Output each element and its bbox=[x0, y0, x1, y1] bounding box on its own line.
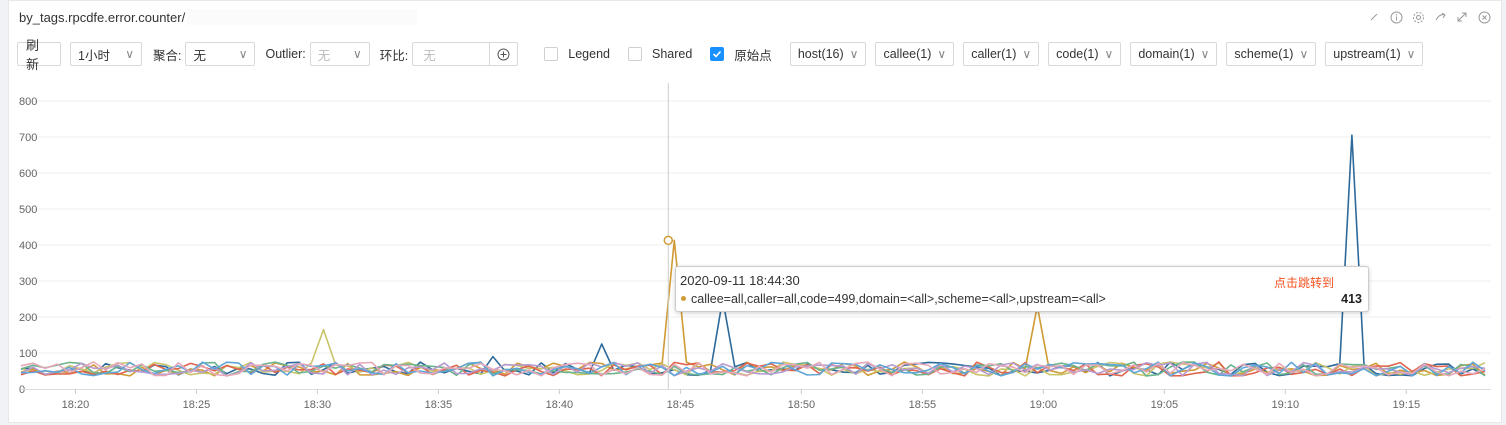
jump-to-link[interactable]: 点击跳转到 bbox=[1273, 276, 1334, 290]
chevron-down-icon: ∨ bbox=[849, 47, 859, 61]
tag-filter-label: upstream(1) bbox=[1333, 47, 1401, 61]
outlier-select[interactable]: 无 ∨ bbox=[309, 42, 370, 66]
y-tick-label: 200 bbox=[19, 312, 37, 324]
x-tick-label: 18:45 bbox=[667, 399, 695, 411]
aggregate-select[interactable]: 无 ∨ bbox=[185, 42, 256, 66]
chevron-down-icon: ∨ bbox=[125, 47, 134, 61]
y-tick-label: 400 bbox=[19, 240, 37, 252]
raw-points-label: 原始点 bbox=[734, 48, 772, 63]
x-tick-label: 19:05 bbox=[1151, 399, 1179, 411]
chart-panel: by_tags.rpcdfe.error.counter/ 刷 新 bbox=[8, 0, 1502, 423]
chevron-down-icon: ∨ bbox=[1022, 47, 1032, 61]
chevron-down-icon: ∨ bbox=[1200, 47, 1210, 61]
compare-label: 环比: bbox=[379, 48, 409, 63]
panel-title: by_tags.rpcdfe.error.counter/ bbox=[19, 10, 186, 25]
info-icon[interactable] bbox=[1389, 10, 1403, 24]
tag-filter-host[interactable]: host(16) ∨ bbox=[789, 42, 867, 66]
close-icon[interactable] bbox=[1477, 10, 1491, 24]
tag-filter-label: caller(1) bbox=[971, 47, 1017, 61]
share-icon[interactable] bbox=[1433, 10, 1447, 24]
y-tick-label: 700 bbox=[19, 132, 37, 144]
panel-header: by_tags.rpcdfe.error.counter/ bbox=[9, 1, 1501, 33]
legend-checkbox[interactable] bbox=[544, 47, 559, 61]
legend-label: Legend bbox=[568, 47, 610, 61]
panel-actions bbox=[1367, 9, 1491, 25]
checkmark-icon bbox=[713, 50, 722, 58]
tooltip-series-name: callee=all,caller=all,code=499,domain=<a… bbox=[691, 292, 1106, 306]
chart-tooltip[interactable]: 2020-09-11 18:44:30 点击跳转到 callee=all,cal… bbox=[675, 266, 1369, 312]
series-line bbox=[20, 361, 1486, 377]
x-tick-label: 19:10 bbox=[1272, 399, 1300, 411]
chevron-down-icon: ∨ bbox=[1104, 47, 1114, 61]
expand-icon[interactable] bbox=[1455, 10, 1469, 24]
x-tick-label: 18:20 bbox=[62, 399, 90, 411]
y-tick-label: 300 bbox=[19, 276, 37, 288]
tooltip-series-value: 413 bbox=[1341, 292, 1362, 306]
x-tick-label: 18:30 bbox=[304, 399, 332, 411]
series-line bbox=[20, 134, 1486, 377]
y-tick-label: 100 bbox=[19, 348, 37, 360]
aggregate-value: 无 bbox=[193, 48, 206, 63]
y-tick-label: 800 bbox=[19, 96, 37, 108]
series-color-dot bbox=[681, 296, 686, 301]
highlight-point bbox=[663, 235, 674, 246]
aggregate-label: 聚合: bbox=[153, 48, 182, 63]
time-range-select[interactable]: 1小时 ∨ bbox=[70, 42, 142, 66]
x-tick-label: 18:40 bbox=[546, 399, 574, 411]
refresh-button[interactable]: 刷 新 bbox=[17, 38, 61, 72]
time-range-value: 1小时 bbox=[78, 48, 110, 63]
add-compare-button[interactable] bbox=[490, 42, 519, 66]
x-tick-label: 18:55 bbox=[909, 399, 937, 411]
plus-circle-icon bbox=[497, 48, 510, 60]
chevron-down-icon: ∨ bbox=[937, 47, 947, 61]
outlier-value: 无 bbox=[317, 48, 331, 63]
chevron-down-icon: ∨ bbox=[1299, 47, 1309, 61]
tag-filter-label: domain(1) bbox=[1138, 47, 1195, 61]
tag-filter-label: host(16) bbox=[797, 47, 844, 61]
y-tick-label: 600 bbox=[19, 168, 37, 180]
tag-filter-caller[interactable]: caller(1) ∨ bbox=[963, 42, 1040, 66]
tag-filter-label: callee(1) bbox=[883, 47, 932, 61]
tag-filter-scheme[interactable]: scheme(1) ∨ bbox=[1226, 42, 1317, 66]
raw-points-checkbox[interactable] bbox=[710, 47, 725, 61]
x-tick-label: 18:25 bbox=[183, 399, 211, 411]
chevron-down-icon: ∨ bbox=[238, 47, 248, 61]
chevron-down-icon: ∨ bbox=[352, 47, 362, 61]
settings-icon[interactable] bbox=[1411, 10, 1425, 24]
redacted-title-suffix bbox=[187, 9, 417, 25]
x-tick-label: 19:15 bbox=[1393, 399, 1421, 411]
tag-filter-label: code(1) bbox=[1056, 47, 1099, 61]
x-tick-label: 18:35 bbox=[425, 399, 453, 411]
tag-filter-upstream[interactable]: upstream(1) ∨ bbox=[1325, 42, 1424, 66]
outlier-label: Outlier: bbox=[265, 47, 306, 61]
query-toolbar: 刷 新 1小时 ∨ 聚合: 无 ∨ Outlier: 无 ∨ 环比: 无 Legend… bbox=[17, 38, 1493, 72]
time-series-chart[interactable]: 010020030040050060070080018:2018:2518:30… bbox=[9, 79, 1501, 424]
x-tick-label: 18:50 bbox=[788, 399, 816, 411]
tag-filter-label: scheme(1) bbox=[1234, 47, 1294, 61]
series-line bbox=[20, 361, 1486, 377]
tag-filter-callee[interactable]: callee(1) ∨ bbox=[875, 42, 955, 66]
y-tick-label: 500 bbox=[19, 204, 37, 216]
chevron-down-icon: ∨ bbox=[1406, 47, 1416, 61]
tooltip-time: 2020-09-11 18:44:30 bbox=[680, 273, 800, 288]
tag-filter-code[interactable]: code(1) ∨ bbox=[1048, 42, 1122, 66]
edit-icon[interactable] bbox=[1367, 10, 1381, 24]
shared-checkbox[interactable] bbox=[627, 47, 642, 61]
tag-filter-domain[interactable]: domain(1) ∨ bbox=[1130, 42, 1218, 66]
series-line bbox=[20, 361, 1486, 377]
shared-label: Shared bbox=[651, 47, 693, 61]
x-tick-label: 19:00 bbox=[1030, 399, 1058, 411]
compare-input[interactable]: 无 bbox=[412, 42, 491, 66]
